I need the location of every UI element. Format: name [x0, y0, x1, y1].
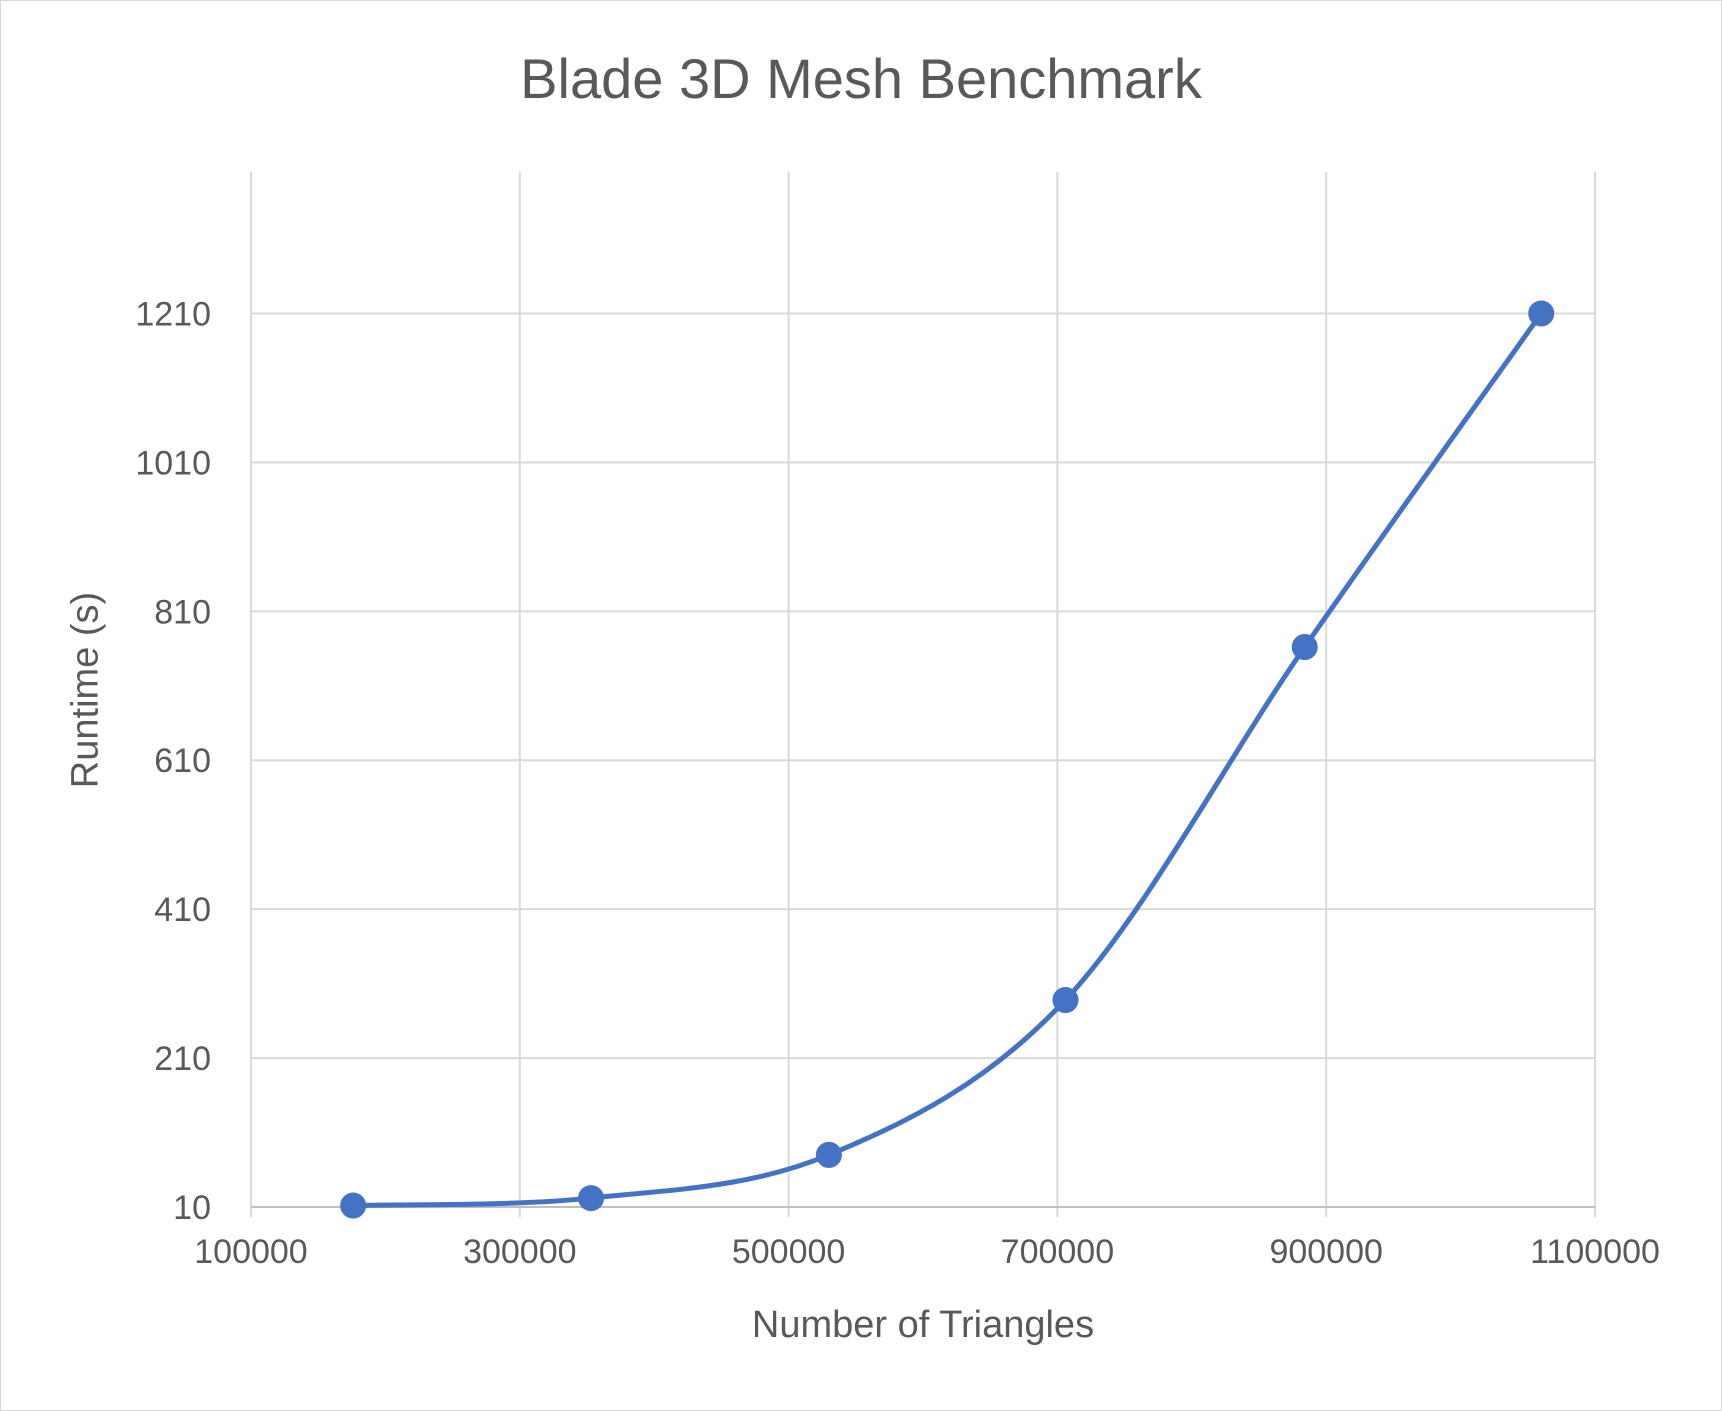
chart-title: Blade 3D Mesh Benchmark [520, 47, 1202, 110]
y-tick-label: 810 [154, 593, 211, 631]
data-point [578, 1185, 605, 1212]
x-tick-label: 100000 [194, 1233, 307, 1271]
y-tick-label: 410 [154, 891, 211, 929]
data-point [1052, 987, 1079, 1013]
y-tick-label: 10 [173, 1189, 211, 1227]
x-axis-label: Number of Triangles [751, 1304, 1095, 1346]
data-point [340, 1192, 367, 1219]
data-point [1528, 300, 1555, 327]
x-tick-label: 1100000 [1530, 1233, 1660, 1271]
data-point [815, 1141, 842, 1168]
y-tick-label: 1010 [135, 444, 211, 482]
x-tick-label: 900000 [1269, 1233, 1382, 1271]
x-tick-label: 300000 [463, 1233, 576, 1271]
data-point [1291, 634, 1318, 661]
x-tick-label: 700000 [1001, 1233, 1114, 1271]
y-tick-label: 610 [154, 742, 211, 780]
y-tick-label: 210 [154, 1040, 211, 1078]
y-tick-label: 1210 [135, 295, 211, 333]
x-tick-label: 500000 [732, 1233, 845, 1271]
